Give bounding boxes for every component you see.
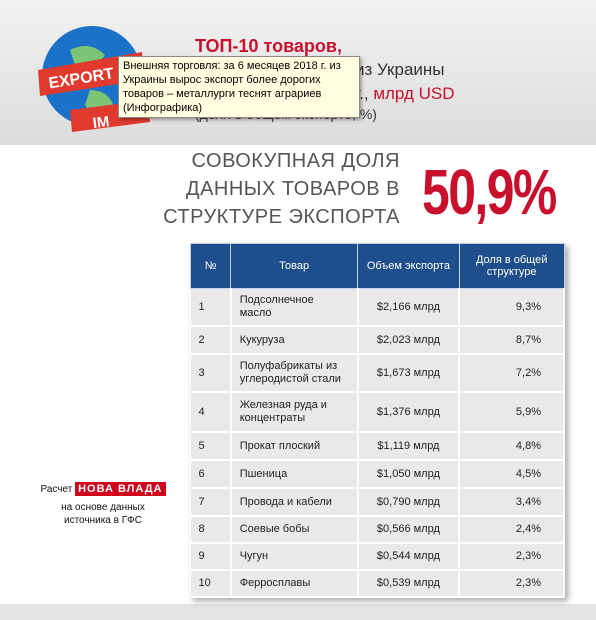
table-cell: 2	[190, 326, 232, 355]
table-cell: $1,376 млрд	[357, 392, 461, 433]
column-header: Товар	[230, 243, 358, 289]
table-cell: $1,673 млрд	[357, 354, 461, 393]
column-header: Доля в общей структуре	[458, 243, 565, 289]
footer-band	[0, 604, 596, 620]
table-cell: Железная руда и концентраты	[230, 392, 359, 433]
table-cell: 10	[190, 570, 232, 598]
title: ТОП-10 товаров,	[195, 36, 342, 56]
table-cell: $0,566 млрд	[357, 516, 461, 544]
title-line: г., млрд USD	[355, 84, 455, 104]
table-row: 2 Кукуруза $2,023 млрд 8,7%	[190, 326, 565, 355]
table-cell: Подсолнечное масло	[230, 288, 359, 327]
table-cell: $0,790 млрд	[357, 488, 461, 517]
header-row: № Товар Объем экспорта Доля в общей структу…	[189, 243, 565, 289]
column-header: Объем экспорта	[357, 243, 460, 289]
table-row: 7 Провода и кабели $0,790 млрд 3,4%	[190, 488, 565, 517]
table-row: 6 Пшеница $1,050 млрд 4,5%	[190, 460, 565, 489]
table-cell: 4,5%	[459, 460, 565, 489]
table-row: 8 Соевые бобы $0,566 млрд 2,4%	[190, 516, 565, 544]
title-line: из Украины	[355, 60, 445, 79]
table-cell: $1,050 млрд	[357, 460, 461, 489]
table-row: 5 Прокат плоский $1,119 млрд 4,8%	[190, 432, 565, 461]
table-cell: $0,544 млрд	[357, 543, 461, 571]
column-header: №	[189, 243, 232, 289]
summary-value: 50,9%	[422, 156, 557, 228]
table-cell: 3	[190, 354, 232, 393]
summary-line: СТРУКТУРЕ ЭКСПОРТА	[163, 206, 400, 228]
summary-line: ДАННЫХ ТОВАРОВ В	[186, 178, 400, 200]
table-cell: 6	[190, 460, 232, 489]
footnote-line: Расчет НОВА ВЛАДА	[28, 482, 178, 496]
tooltip: Внешняя торговля: за 6 месяцев 2018 г. и…	[118, 56, 360, 118]
table-cell: 8	[190, 516, 232, 544]
logo-text: IM	[92, 113, 111, 132]
footnote-line: источника в ГФС	[64, 515, 142, 526]
table-cell: 2,4%	[459, 516, 565, 544]
table-cell: $1,119 млрд	[357, 432, 461, 461]
table-cell: 3,4%	[459, 488, 565, 517]
footnote-line: на основе данных	[61, 502, 145, 513]
table-row: 9 Чугун $0,544 млрд 2,3%	[190, 543, 565, 571]
table-row: 1 Подсолнечное масло $2,166 млрд 9,3%	[190, 288, 565, 327]
table-body: 1 Подсолнечное масло $2,166 млрд 9,3% 2 Кукур…	[190, 288, 565, 598]
table-cell: 5,9%	[459, 392, 565, 433]
table-cell: 7,2%	[459, 354, 565, 393]
summary-line: СОВОКУПНАЯ ДОЛЯ	[191, 150, 400, 172]
table-cell: Соевые бобы	[230, 516, 359, 544]
table-cell: Прокат плоский	[230, 432, 359, 461]
table-cell: Ферросплавы	[230, 570, 359, 598]
table-cell: 9	[190, 543, 232, 571]
table-cell: Кукуруза	[230, 326, 359, 355]
table-cell: 9,3%	[459, 288, 565, 327]
table: № Товар Объем экспорта Доля в общей структу…	[189, 243, 565, 598]
table-row: 10 Ферросплавы $0,539 млрд 2,3%	[190, 570, 565, 598]
table-cell: 4,8%	[459, 432, 565, 461]
table-cell: Провода и кабели	[230, 488, 359, 517]
footnote-prefix: Расчет	[40, 484, 73, 495]
table-cell: 7	[190, 488, 232, 517]
table-cell: 5	[190, 432, 232, 461]
table-cell: Чугун	[230, 543, 359, 571]
table-row: 4 Железная руда и концентраты $1,376 млрд 5…	[190, 392, 565, 433]
table-cell: 2,3%	[459, 570, 565, 598]
table-cell: 1	[190, 288, 232, 327]
table-cell: 8,7%	[459, 326, 565, 355]
table-cell: 4	[190, 392, 232, 433]
table-cell: $0,539 млрд	[357, 570, 461, 598]
table-cell: Полуфабрикаты из углеродистой стали	[230, 354, 359, 393]
table-cell: $2,166 млрд	[357, 288, 461, 327]
table-cell: Пшеница	[230, 460, 359, 489]
table-row: 3 Полуфабрикаты из углеродистой стали $1,6…	[190, 354, 565, 393]
brand: НОВА ВЛАДА	[75, 482, 166, 496]
title-unit: млрд USD	[373, 84, 455, 103]
table-cell: 2,3%	[459, 543, 565, 571]
table-cell: $2,023 млрд	[357, 326, 461, 355]
